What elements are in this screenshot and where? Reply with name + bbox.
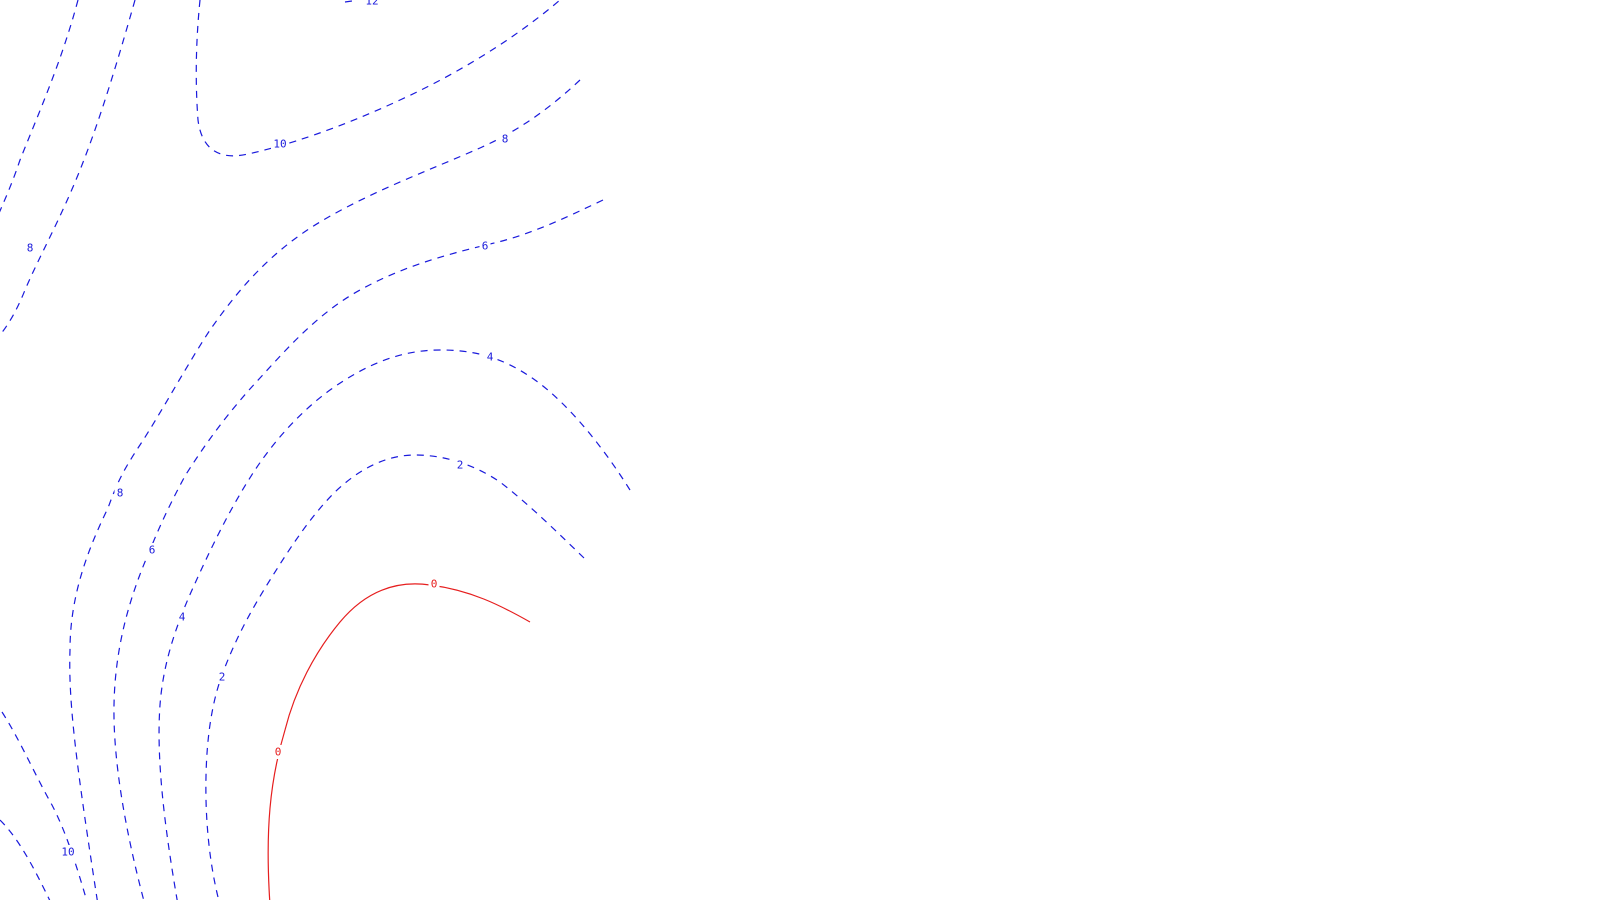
contour-4-mid-line	[158, 349, 631, 900]
contour-10-bottom-label-bg	[59, 845, 77, 859]
contour-8-upper-label-bg	[499, 132, 511, 146]
contour-4-mid-label: 4	[179, 611, 186, 624]
contour-8-lower-line	[0, 0, 136, 336]
contour-8-upper-line	[69, 79, 581, 900]
contour-8-lower-label: 8	[27, 242, 34, 255]
contour-0-label: 0	[431, 578, 438, 591]
contour-2-mid-label-bg	[454, 458, 466, 472]
contour-6-upper-label: 6	[482, 240, 489, 253]
contour-6-upper-line	[113, 199, 604, 900]
contour-2-mid-label: 2	[219, 671, 226, 684]
contour-2-mid-label-bg	[216, 670, 228, 684]
contour-10-top-label: 10	[273, 138, 286, 151]
contour-12-top-label-bg	[363, 0, 381, 8]
contour-10-bottom-line	[0, 711, 88, 900]
contour-8-lower-label-bg	[24, 241, 36, 255]
contour-12-top-label: 12	[365, 0, 378, 8]
contour-4-mid-label-bg	[484, 350, 496, 364]
contour-10-top-label-bg	[271, 137, 289, 151]
contour-2-mid-line	[205, 454, 585, 900]
contour-4-mid-label-bg	[176, 610, 188, 624]
contour-6-upper-label-bg	[146, 543, 158, 557]
contour-10-bottom-label: 10	[61, 846, 74, 859]
contour-8-upper-label: 8	[117, 487, 124, 500]
contour-6-upper-label: 6	[149, 544, 156, 557]
contour-8-upper-label-bg	[114, 486, 126, 500]
contour-0-label-bg	[428, 577, 440, 591]
contour-2-mid-label: 2	[457, 459, 464, 472]
contour-0-label-bg	[272, 745, 284, 759]
contour-0-label: 0	[275, 746, 282, 759]
contour-0-line	[267, 583, 531, 900]
contour-8-upper-label: 8	[502, 133, 509, 146]
contour-4-mid-label: 4	[487, 351, 494, 364]
contour-12-top-line	[344, 0, 353, 3]
contour-6-upper-label-bg	[479, 239, 491, 253]
contour-10-top-line	[195, 0, 561, 157]
contour-8-left-line	[0, 0, 79, 213]
